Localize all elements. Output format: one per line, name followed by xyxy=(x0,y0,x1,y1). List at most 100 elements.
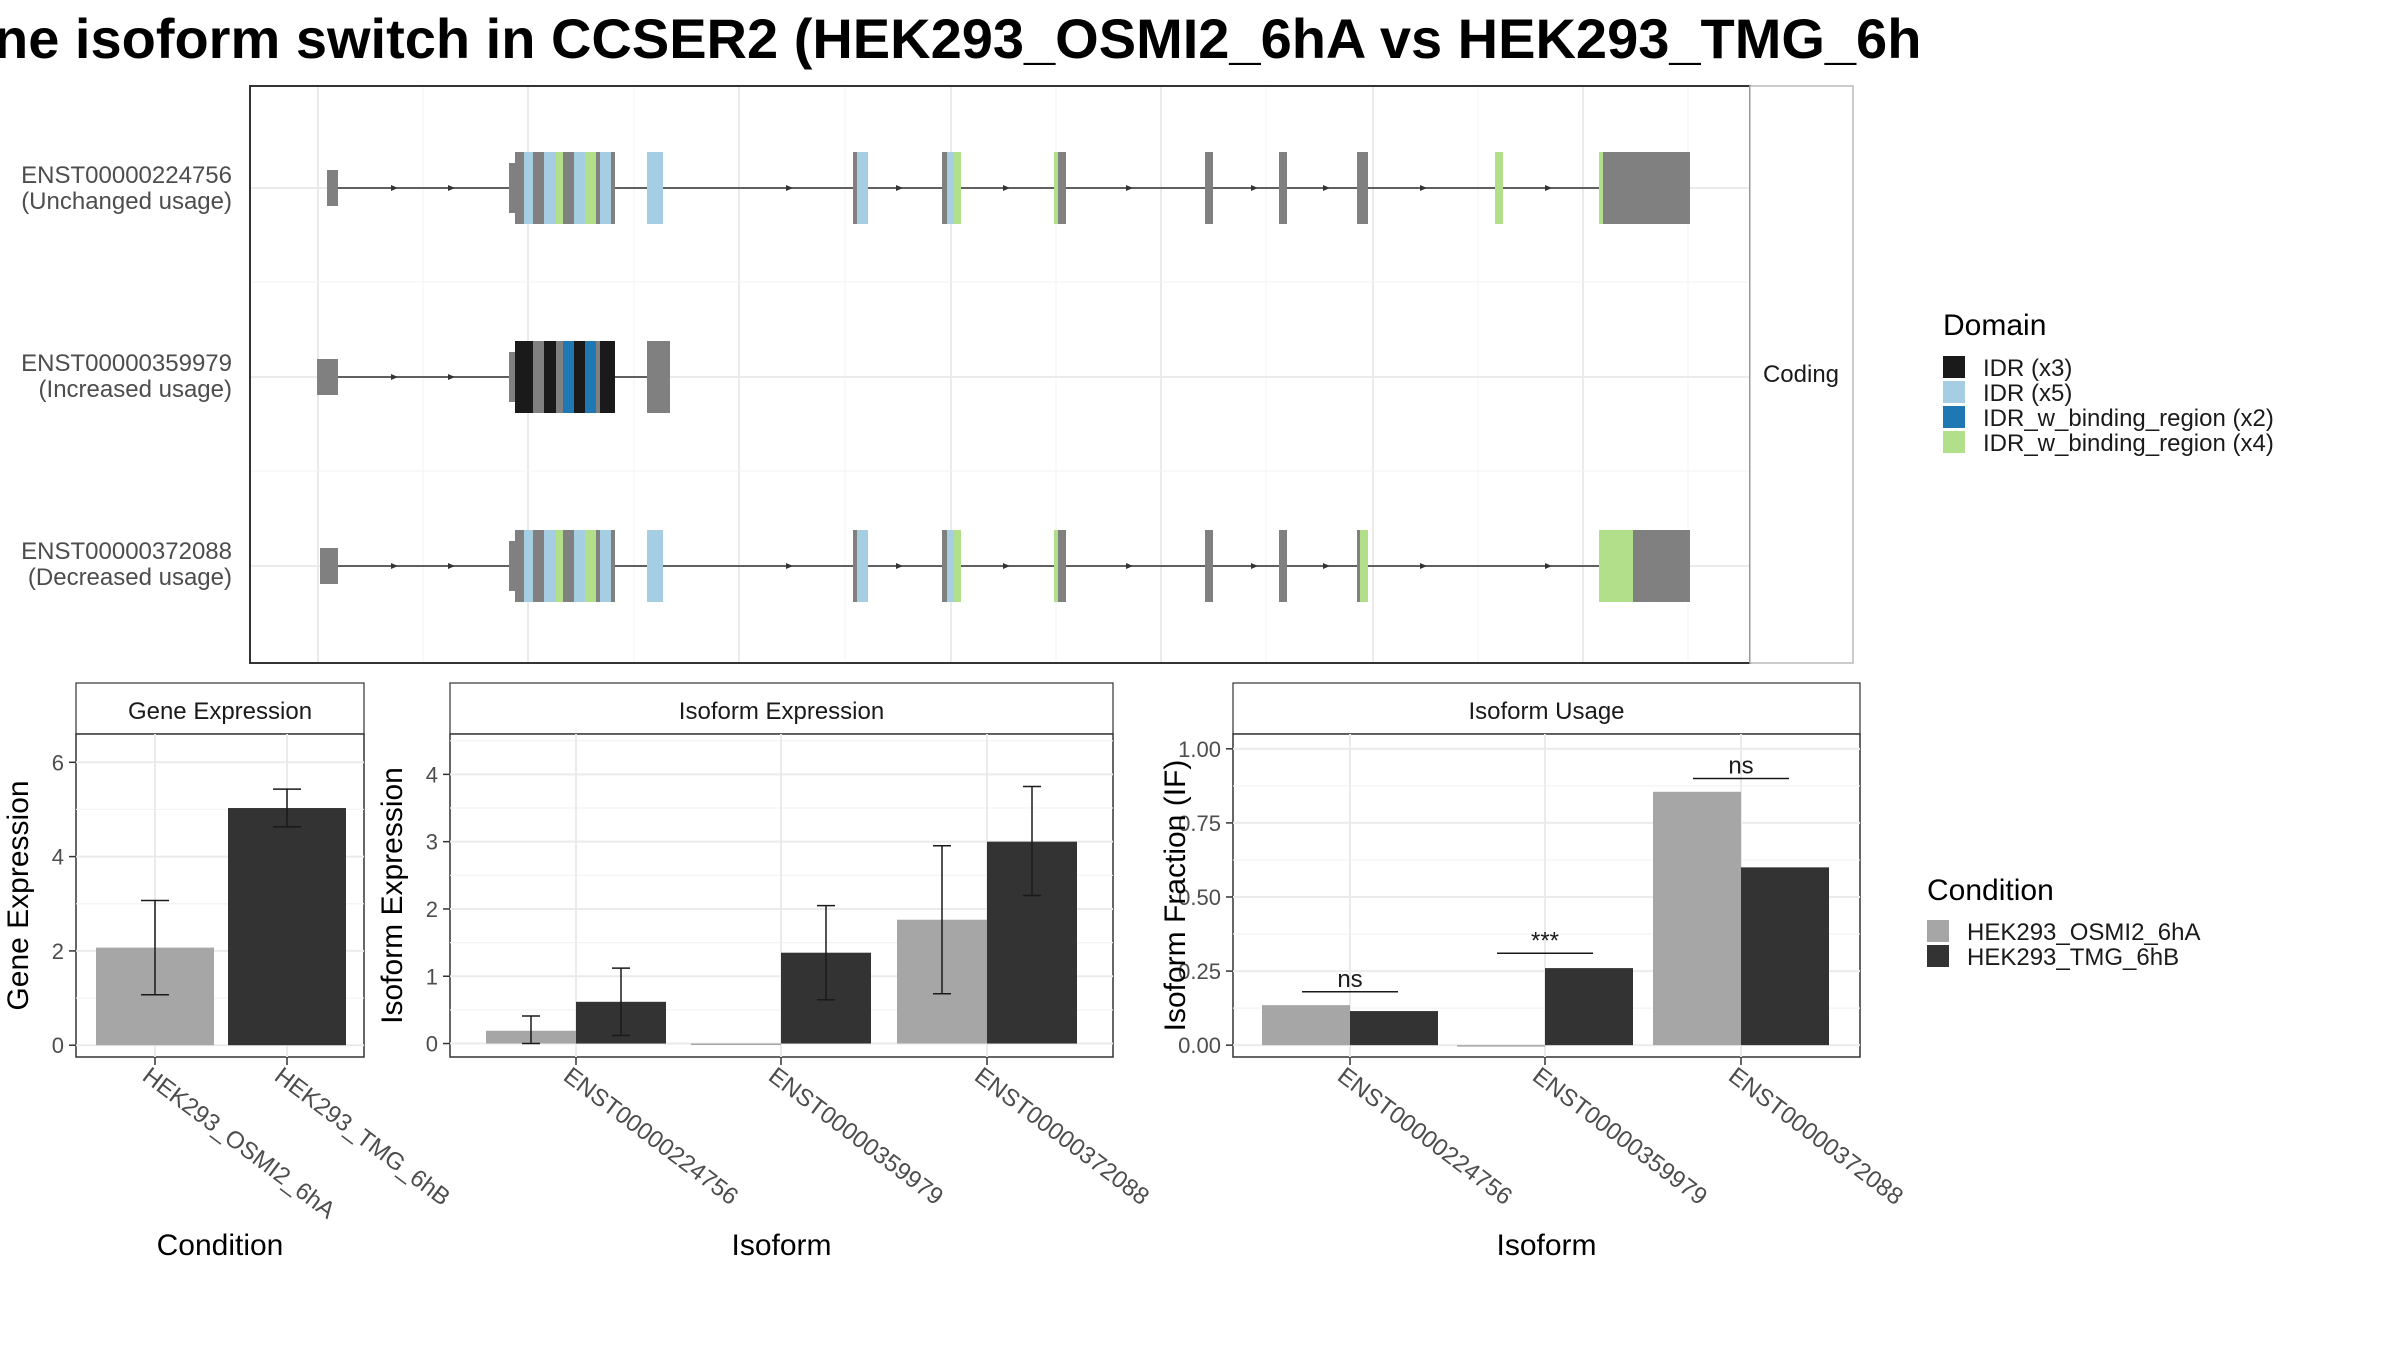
intron-arrow-3-0 xyxy=(391,563,398,569)
usage-y-axis-title: Isoform Fraction (IF) xyxy=(1159,760,1192,1032)
exon-segment-3-15 xyxy=(942,530,947,602)
gene-x-axis-title: Condition xyxy=(157,1229,284,1262)
intron-arrow-1-6 xyxy=(1251,185,1258,191)
exon-segment-2-12 xyxy=(647,341,670,413)
isoexp-xtick-label-2: ENST00000372088 xyxy=(969,1062,1154,1210)
domain-legend: Domain IDR (x3) IDR (x5) IDR_w_binding_r… xyxy=(1943,309,2274,457)
usage-ytick-label-4: 1.00 xyxy=(1178,737,1221,762)
exon-segment-1-9 xyxy=(596,152,600,224)
exon-segment-1-21 xyxy=(1279,152,1287,224)
exon-segment-3-5 xyxy=(556,530,563,602)
exon-segment-3-17 xyxy=(954,530,961,602)
usage-bar-1-2 xyxy=(1741,867,1829,1046)
isoexp-xtick-label-1: ENST00000359979 xyxy=(763,1062,948,1210)
usage-ytick-label-0: 0.00 xyxy=(1178,1033,1221,1058)
gene-strip xyxy=(75,682,365,735)
usage-x-axis-title: Isoform xyxy=(1496,1229,1596,1262)
exon-segment-3-12 xyxy=(647,530,663,602)
intron-arrow-2-0 xyxy=(391,374,398,380)
isoform-usage-1: (Unchanged usage) xyxy=(21,188,232,215)
isoexp-y-axis-title: Isoform Expression xyxy=(376,767,409,1024)
exon-segment-3-21 xyxy=(1279,530,1287,602)
exon-segment-1-5 xyxy=(556,152,563,224)
isoexp-strip xyxy=(449,682,1114,735)
exon-segment-3-20 xyxy=(1205,530,1213,602)
exon-segment-3-1 xyxy=(515,530,524,602)
condition-legend-title: Condition xyxy=(1927,874,2054,907)
isoexp-panel-title: Isoform Expression xyxy=(679,698,884,725)
exon-segment-1-13 xyxy=(853,152,857,224)
isoform-usage-2: (Increased usage) xyxy=(39,376,232,403)
usage-sig-label-1: *** xyxy=(1531,927,1559,954)
isoexp-ytick-label-2: 2 xyxy=(426,897,438,922)
exon-segment-3-0 xyxy=(320,548,338,584)
exon-segment-3-3 xyxy=(533,530,544,602)
exon-segment-2-4 xyxy=(544,341,556,413)
gene-panel-title: Gene Expression xyxy=(128,698,312,725)
intron-arrow-1-7 xyxy=(1323,185,1330,191)
intron-arrow-3-6 xyxy=(1251,563,1258,569)
figure-title: ne isoform switch in CCSER2 (HEK293_OSMI… xyxy=(0,7,1921,70)
intron-arrow-3-4 xyxy=(1003,563,1010,569)
exon-segment-1-22 xyxy=(1357,152,1368,224)
isoexp-ytick-label-1: 1 xyxy=(426,964,438,989)
isoform-label-3: ENST00000372088 xyxy=(21,538,232,565)
exon-segment-3-19 xyxy=(1058,530,1066,602)
exon-segment-2-7 xyxy=(574,341,585,413)
exon-taper-3 xyxy=(509,541,515,591)
intron-arrow-1-0 xyxy=(391,185,398,191)
intron-arrow-3-5 xyxy=(1126,563,1133,569)
usage-ytick-label-2: 0.50 xyxy=(1178,885,1221,910)
usage-xtick-label-0: ENST00000224756 xyxy=(1332,1062,1517,1210)
exon-segment-3-24 xyxy=(1599,530,1633,602)
legend-label-tmg: HEK293_TMG_6hB xyxy=(1967,944,2179,971)
exon-segment-3-23 xyxy=(1360,530,1368,602)
intron-arrow-3-2 xyxy=(786,563,793,569)
legend-swatch-idr-x5 xyxy=(1943,381,1965,403)
isoexp-x-axis-title: Isoform xyxy=(731,1229,831,1262)
usage-panel-title: Isoform Usage xyxy=(1468,698,1624,725)
transcript-marks xyxy=(251,87,1749,662)
exon-segment-3-8 xyxy=(585,530,596,602)
exon-segment-1-0 xyxy=(327,170,338,206)
exon-taper-2 xyxy=(509,352,515,402)
usage-bar-1-0 xyxy=(1350,1011,1438,1046)
exon-segment-2-11 xyxy=(611,341,615,413)
gene-bar-1 xyxy=(228,808,346,1046)
exon-taper-1 xyxy=(509,163,515,213)
isoform-label-1: ENST00000224756 xyxy=(21,162,232,189)
gene-ytick-label-0: 0 xyxy=(52,1033,64,1058)
exon-segment-2-3 xyxy=(533,341,544,413)
legend-swatch-osmi2 xyxy=(1927,920,1949,942)
exon-segment-3-4 xyxy=(544,530,556,602)
usage-bar-0-0 xyxy=(1262,1005,1350,1046)
exon-segment-2-8 xyxy=(585,341,596,413)
exon-segment-2-6 xyxy=(563,341,574,413)
condition-legend: Condition HEK293_OSMI2_6hA HEK293_TMG_6h… xyxy=(1927,874,2200,971)
intron-arrow-1-9 xyxy=(1545,185,1552,191)
exon-segment-1-14 xyxy=(857,152,868,224)
usage-ytick-label-1: 0.25 xyxy=(1178,959,1221,984)
usage-bar-0-1 xyxy=(1457,1045,1545,1047)
facet-strip xyxy=(1749,85,1854,664)
gene-ytick-label-3: 6 xyxy=(52,750,64,775)
isoform-usage-chart: Isoform Usage 0.00 0.25 0.50 0.75 1.00 ns *** ns… xyxy=(1159,682,1908,1262)
legend-label-idr-binding-x4: IDR_w_binding_region (x4) xyxy=(1983,430,2274,457)
legend-swatch-idr-x3 xyxy=(1943,356,1965,378)
exon-segment-1-17 xyxy=(954,152,961,224)
usage-ytick-label-3: 0.75 xyxy=(1178,811,1221,836)
exon-segment-1-1 xyxy=(515,152,524,224)
exon-segment-1-8 xyxy=(585,152,596,224)
legend-swatch-idr-binding-x4 xyxy=(1943,431,1965,453)
exon-segment-2-9 xyxy=(596,341,600,413)
intron-arrow-1-2 xyxy=(786,185,793,191)
gene-ytick-label-1: 2 xyxy=(52,939,64,964)
exon-segment-1-12 xyxy=(647,152,663,224)
exon-segment-1-6 xyxy=(563,152,574,224)
domain-legend-title: Domain xyxy=(1943,309,2046,342)
legend-label-idr-x5: IDR (x5) xyxy=(1983,380,2072,407)
usage-strip xyxy=(1232,682,1861,735)
exon-segment-1-26 xyxy=(1611,152,1690,224)
exon-segment-1-2 xyxy=(524,152,533,224)
